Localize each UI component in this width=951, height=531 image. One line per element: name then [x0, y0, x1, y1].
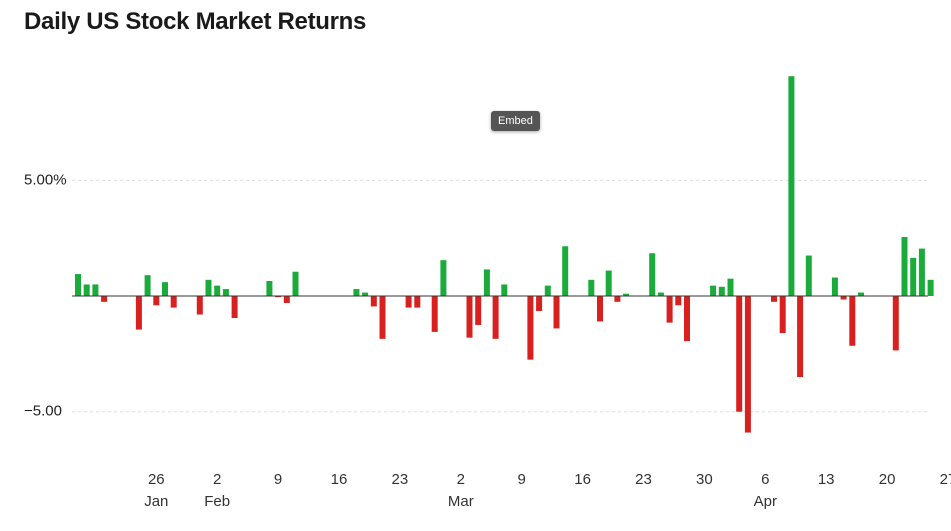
bar-positive	[362, 292, 369, 297]
x-tick-label: 20	[879, 471, 896, 488]
bar-negative	[536, 296, 543, 312]
x-tick-label: 30	[696, 471, 713, 488]
bar-positive	[162, 282, 168, 297]
embed-button[interactable]: Embed	[491, 111, 540, 131]
bar-negative	[153, 296, 160, 306]
y-tick-label: −5.00	[24, 403, 62, 420]
bar-positive	[353, 289, 360, 297]
bar-negative	[101, 296, 108, 302]
bar-negative	[135, 296, 142, 330]
x-tick-label: 27	[940, 471, 951, 488]
y-tick-label: 5.00%	[24, 171, 67, 188]
x-tick-label: 13	[818, 471, 835, 488]
x-tick-label: 26	[148, 471, 165, 488]
bar-positive	[222, 289, 229, 297]
bar-negative	[527, 296, 534, 360]
bar-positive	[205, 279, 212, 297]
bar-negative	[736, 296, 743, 412]
bar-negative	[666, 296, 673, 323]
bar-positive	[918, 248, 925, 297]
bar-negative	[231, 296, 238, 319]
bar-negative	[614, 296, 621, 302]
bar-positive	[144, 275, 151, 297]
bar-negative	[405, 296, 412, 308]
bar-positive	[657, 292, 664, 297]
x-tick-label: 23	[392, 471, 409, 488]
bar-positive	[605, 270, 612, 297]
x-tick-label: 23	[635, 471, 652, 488]
bar-negative	[492, 296, 499, 339]
grid-layer	[72, 179, 928, 413]
bar-positive	[910, 257, 917, 297]
bar-negative	[797, 296, 804, 378]
bar-layer	[75, 76, 934, 433]
bar-positive	[710, 285, 717, 297]
bar-positive	[92, 284, 99, 297]
bar-negative	[466, 296, 473, 338]
bar-positive	[649, 253, 656, 297]
axis-layer: 5.00% −5.00 26 Jan 2 Feb 9 16 23 2 Mar 9 16 23 30 6 Apr 1…	[24, 171, 951, 510]
bar-positive	[440, 260, 447, 297]
bar-positive	[483, 269, 490, 297]
bar-negative	[840, 296, 847, 300]
x-tick-label: 6	[761, 471, 769, 488]
bar-positive	[727, 278, 734, 297]
bar-negative	[597, 296, 603, 322]
bar-negative	[892, 296, 899, 351]
bar-positive	[214, 285, 221, 297]
bar-negative	[370, 296, 377, 307]
bar-positive	[562, 246, 569, 297]
bar-positive	[588, 279, 595, 297]
chart-title: Daily US Stock Market Returns	[24, 8, 367, 35]
x-month-label: Feb	[204, 493, 230, 510]
bar-negative	[379, 296, 386, 339]
x-month-label: Jan	[144, 493, 168, 510]
bar-positive	[83, 284, 90, 297]
bar-positive	[901, 237, 908, 297]
bar-negative	[196, 296, 203, 315]
bar-positive	[788, 76, 795, 297]
x-tick-label: 16	[574, 471, 591, 488]
bar-positive	[292, 271, 299, 297]
bar-negative	[414, 296, 421, 308]
bar-positive	[544, 285, 551, 297]
bar-negative	[849, 296, 856, 346]
x-tick-label: 2	[457, 471, 465, 488]
bar-negative	[553, 296, 560, 329]
bar-negative	[771, 296, 777, 302]
x-tick-label: 9	[518, 471, 526, 488]
bar-negative	[675, 296, 682, 306]
bar-positive	[501, 284, 508, 297]
bar-negative	[475, 296, 482, 325]
bar-positive	[266, 280, 273, 297]
bar-positive	[718, 286, 725, 297]
bar-negative	[684, 296, 690, 342]
bar-negative	[283, 296, 290, 303]
bar-positive	[831, 277, 838, 297]
bar-positive	[805, 255, 812, 297]
bar-positive	[75, 274, 81, 297]
bar-negative	[779, 296, 786, 334]
x-tick-label: 9	[274, 471, 282, 488]
bar-positive	[858, 292, 864, 297]
bar-negative	[170, 296, 177, 308]
x-month-label: Mar	[448, 493, 474, 510]
bar-negative	[431, 296, 438, 332]
x-tick-label: 16	[331, 471, 348, 488]
x-month-label: Apr	[754, 493, 777, 510]
bar-positive	[927, 279, 934, 297]
bar-negative	[275, 296, 282, 298]
x-tick-label: 2	[213, 471, 221, 488]
bar-negative	[744, 296, 751, 433]
bar-positive	[623, 293, 630, 297]
